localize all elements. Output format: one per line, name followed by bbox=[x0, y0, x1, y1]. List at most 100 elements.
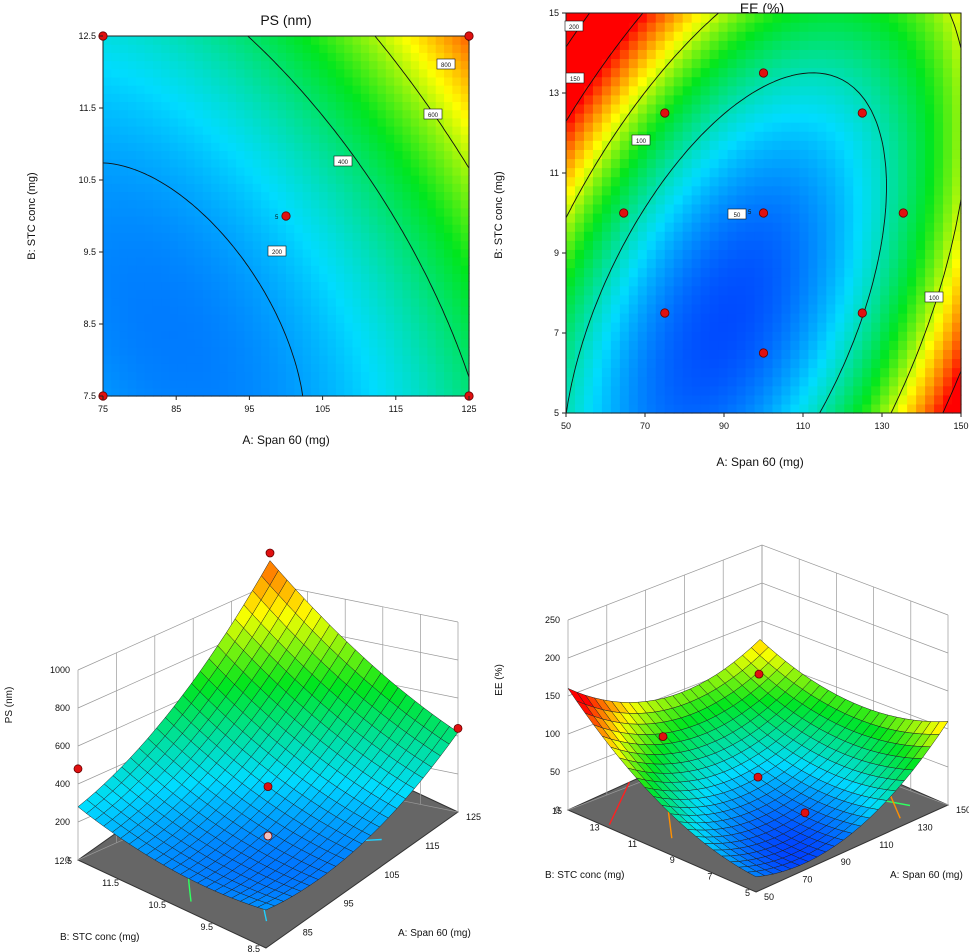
heat-cell bbox=[637, 285, 648, 296]
heat-cell bbox=[853, 403, 863, 414]
heat-cell bbox=[691, 167, 702, 178]
heat-cell bbox=[727, 149, 738, 160]
heat-cell bbox=[277, 101, 287, 111]
heat-cell bbox=[664, 40, 675, 50]
heat-cell bbox=[799, 185, 809, 196]
heat-cell bbox=[252, 371, 262, 381]
heat-cell bbox=[763, 385, 774, 396]
heat-cell bbox=[219, 314, 229, 323]
heat-cell bbox=[277, 175, 287, 184]
heat-cell bbox=[460, 387, 470, 397]
heat-cell bbox=[427, 175, 437, 184]
heat-cell bbox=[601, 258, 612, 269]
heat-cell bbox=[709, 185, 720, 196]
heat-cell bbox=[136, 150, 146, 160]
heat-cell bbox=[691, 331, 702, 341]
heat-cell bbox=[691, 131, 702, 141]
heat-cell bbox=[646, 131, 657, 141]
heat-cell bbox=[736, 249, 747, 260]
heat-cell bbox=[934, 194, 944, 205]
heat-cell bbox=[427, 248, 437, 258]
heat-cell bbox=[907, 113, 917, 123]
heat-cell bbox=[169, 256, 179, 266]
heat-cell bbox=[327, 36, 337, 45]
heat-cell bbox=[202, 281, 212, 291]
heat-cell bbox=[781, 176, 792, 187]
heat-cell bbox=[898, 285, 908, 296]
heat-cell bbox=[772, 303, 783, 314]
heat-cell bbox=[566, 331, 576, 341]
heat-cell bbox=[269, 191, 279, 201]
heat-cell bbox=[377, 191, 387, 201]
heat-cell bbox=[227, 126, 237, 135]
heat-cell bbox=[898, 385, 908, 396]
heat-cell bbox=[898, 185, 908, 196]
heat-cell bbox=[103, 142, 112, 152]
heat-cell bbox=[161, 314, 171, 323]
heat-cell bbox=[327, 142, 337, 152]
heat-cell bbox=[127, 101, 137, 111]
heat-cell bbox=[427, 166, 437, 176]
heat-cell bbox=[646, 67, 657, 78]
heat-cell bbox=[754, 249, 765, 260]
heat-cell bbox=[664, 285, 675, 296]
heat-cell bbox=[194, 44, 204, 53]
heat-cell bbox=[435, 224, 445, 233]
heat-cell bbox=[574, 222, 585, 232]
heat-cell bbox=[252, 101, 262, 111]
heat-cell bbox=[310, 117, 320, 127]
heat-cell bbox=[444, 101, 453, 111]
heat-cell bbox=[169, 150, 179, 160]
heat-cell bbox=[252, 256, 262, 266]
heat-cell bbox=[817, 322, 827, 332]
heat-cell bbox=[691, 213, 702, 223]
heat-cell bbox=[394, 363, 404, 373]
heat-cell bbox=[435, 207, 445, 217]
heat-cell bbox=[127, 207, 137, 217]
heat-cell bbox=[718, 349, 729, 360]
heat-cell bbox=[610, 149, 621, 160]
heat-cell bbox=[152, 142, 162, 152]
heat-cell bbox=[344, 289, 354, 299]
y-tick-label: 10.5 bbox=[78, 175, 96, 185]
heat-cell bbox=[352, 297, 362, 307]
heat-cell bbox=[310, 36, 320, 45]
heat-cell bbox=[227, 306, 237, 315]
heat-cell bbox=[700, 331, 711, 341]
heat-cell bbox=[601, 349, 612, 360]
heat-cell bbox=[460, 166, 470, 176]
heat-cell bbox=[127, 273, 137, 283]
heat-cell bbox=[360, 314, 370, 323]
heat-cell bbox=[799, 276, 809, 287]
heat-cell bbox=[119, 289, 129, 299]
heat-cell bbox=[410, 76, 420, 86]
heat-cell bbox=[664, 58, 675, 69]
heat-cell bbox=[427, 346, 437, 356]
heat-cell bbox=[799, 13, 809, 23]
heat-cell bbox=[889, 67, 899, 78]
heat-cell bbox=[252, 281, 262, 291]
heat-cell bbox=[934, 313, 944, 323]
heat-cell bbox=[646, 322, 657, 332]
heat-cell bbox=[111, 216, 121, 225]
heat-cell bbox=[402, 281, 412, 291]
heat-cell bbox=[646, 76, 657, 87]
heat-cell bbox=[646, 94, 657, 105]
heat-cell bbox=[119, 134, 129, 143]
heat-cell bbox=[619, 113, 630, 123]
heat-cell bbox=[144, 224, 154, 233]
heat-cell bbox=[844, 340, 854, 350]
heat-cell bbox=[402, 85, 412, 94]
heat-cell bbox=[103, 191, 112, 201]
heat-cell bbox=[682, 403, 693, 414]
heat-cell bbox=[763, 285, 774, 296]
heat-cell bbox=[269, 281, 279, 291]
heat-cell bbox=[427, 363, 437, 373]
heat-cell bbox=[790, 340, 801, 350]
heat-cell bbox=[269, 199, 279, 209]
heat-cell bbox=[610, 403, 621, 414]
heat-cell bbox=[152, 346, 162, 356]
heat-cell bbox=[952, 131, 962, 141]
heat-cell bbox=[169, 166, 179, 176]
heat-cell bbox=[286, 314, 295, 323]
